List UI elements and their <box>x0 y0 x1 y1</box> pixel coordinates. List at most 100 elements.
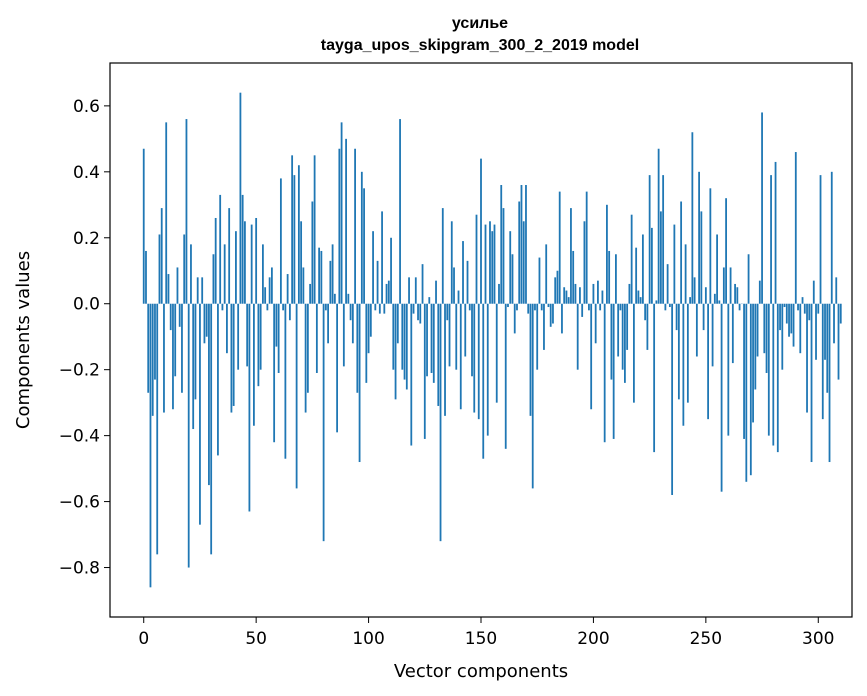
bar <box>244 221 246 304</box>
bar <box>327 303 329 344</box>
bar <box>772 303 775 446</box>
bar <box>253 303 255 426</box>
bar <box>329 260 332 304</box>
bar <box>563 287 566 304</box>
bar <box>736 287 739 304</box>
bar <box>615 254 617 304</box>
y-tick-label: 0.0 <box>73 295 100 315</box>
bar <box>556 270 559 304</box>
bar <box>358 303 361 463</box>
bar <box>394 303 397 400</box>
bar <box>531 303 534 489</box>
bar <box>583 221 586 304</box>
bar <box>345 138 347 304</box>
bar <box>169 303 172 331</box>
bar <box>387 280 390 304</box>
bar <box>432 303 435 383</box>
bar <box>635 247 638 304</box>
bar <box>446 303 449 321</box>
bar <box>212 254 215 304</box>
bar <box>821 303 824 420</box>
bar <box>165 122 168 304</box>
bar <box>824 303 826 360</box>
bar <box>738 303 741 311</box>
bar <box>241 194 244 304</box>
bar <box>698 171 700 304</box>
bar <box>232 303 235 406</box>
bar <box>199 303 201 525</box>
bar <box>745 303 748 482</box>
bar <box>279 178 282 304</box>
bar <box>668 303 671 308</box>
bar <box>828 303 831 463</box>
x-tick-label: 100 <box>352 629 384 649</box>
bar-series <box>142 92 842 588</box>
bar <box>567 297 570 304</box>
bar <box>500 185 503 304</box>
bar <box>707 303 709 420</box>
bar <box>250 224 253 304</box>
x-tick-label: 200 <box>577 629 609 649</box>
bar <box>504 303 507 449</box>
bar <box>657 148 660 304</box>
bar <box>178 303 181 327</box>
bar <box>351 303 354 344</box>
bar <box>513 303 516 334</box>
bar <box>601 290 604 304</box>
bar <box>754 303 757 390</box>
bar <box>237 303 240 370</box>
bar <box>558 191 561 304</box>
bar <box>570 208 572 304</box>
bar <box>475 214 478 304</box>
bar <box>659 211 662 304</box>
bar <box>790 303 793 334</box>
bar <box>293 175 296 304</box>
bar <box>718 300 721 304</box>
bar <box>516 303 518 311</box>
bar <box>378 303 381 314</box>
bar <box>628 283 631 304</box>
bar <box>462 241 464 304</box>
bar <box>758 280 761 304</box>
bar <box>806 303 808 413</box>
bar <box>322 303 325 542</box>
bar <box>599 303 602 311</box>
bar <box>709 188 712 304</box>
bar <box>608 250 611 304</box>
bar <box>448 303 451 367</box>
bar <box>369 303 372 337</box>
bar <box>320 250 323 304</box>
bar <box>781 303 784 370</box>
bar <box>284 303 287 459</box>
bar <box>196 277 199 304</box>
bar <box>226 303 228 354</box>
bar <box>666 264 669 304</box>
bar <box>266 303 269 311</box>
bar <box>612 303 615 439</box>
bar <box>603 303 606 443</box>
bar <box>390 237 392 304</box>
bar <box>190 244 192 304</box>
bar <box>268 277 271 304</box>
bar <box>441 208 444 304</box>
bar <box>637 290 640 304</box>
bar <box>833 303 835 344</box>
bar <box>302 267 305 304</box>
bar <box>277 303 280 373</box>
bar <box>392 303 395 370</box>
bar <box>396 303 399 344</box>
chart-subtitle: tayga_upos_skipgram_300_2_2019 model <box>321 37 639 54</box>
bar <box>680 201 683 304</box>
bar <box>437 303 440 406</box>
x-tick-label: 150 <box>465 629 497 649</box>
bar <box>410 303 413 446</box>
bar <box>453 267 455 304</box>
bar <box>686 303 689 403</box>
bar <box>731 303 734 364</box>
bar <box>633 303 635 403</box>
bar <box>208 303 210 486</box>
bar <box>606 204 608 304</box>
bar <box>257 303 260 387</box>
bar <box>664 303 667 311</box>
bar <box>597 280 599 304</box>
